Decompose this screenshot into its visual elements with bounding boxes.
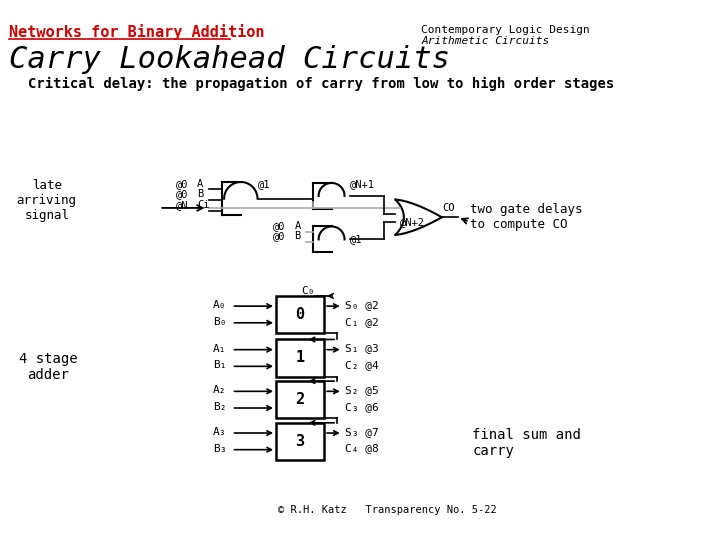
- Text: B: B: [197, 189, 204, 199]
- Text: Ci: Ci: [197, 200, 210, 210]
- Text: A₁: A₁: [213, 343, 227, 354]
- Text: @0: @0: [273, 221, 286, 231]
- Text: 3: 3: [295, 434, 305, 449]
- Text: two gate delays
to compute CO: two gate delays to compute CO: [470, 203, 583, 231]
- Text: @0: @0: [176, 179, 189, 188]
- Text: A₂: A₂: [213, 385, 227, 395]
- Text: @0: @0: [176, 189, 189, 199]
- Text: A₃: A₃: [213, 427, 227, 437]
- Text: Carry Lookahead Circuits: Carry Lookahead Circuits: [9, 45, 450, 74]
- Text: © R.H. Katz   Transparency No. 5-22: © R.H. Katz Transparency No. 5-22: [278, 505, 497, 515]
- Text: B₂: B₂: [213, 402, 227, 412]
- Text: C₂ @4: C₂ @4: [345, 360, 378, 370]
- Text: C₀: C₀: [301, 286, 315, 296]
- Text: S₁ @3: S₁ @3: [345, 343, 378, 354]
- Text: B₁: B₁: [213, 360, 227, 370]
- Text: @1: @1: [258, 180, 270, 190]
- Text: A: A: [197, 179, 204, 188]
- Text: @N+2: @N+2: [400, 218, 425, 227]
- Text: CO: CO: [443, 202, 455, 213]
- Text: @N: @N: [176, 200, 189, 210]
- Text: 4 stage
adder: 4 stage adder: [19, 352, 77, 382]
- Text: S₀ @2: S₀ @2: [345, 300, 378, 310]
- Text: 0: 0: [295, 307, 305, 322]
- Text: 1: 1: [295, 350, 305, 366]
- Text: C₁ @2: C₁ @2: [345, 316, 378, 327]
- Text: Arithmetic Circuits: Arithmetic Circuits: [421, 36, 549, 46]
- Bar: [276, 296, 324, 333]
- Text: @N+1: @N+1: [350, 179, 375, 188]
- Text: final sum and
carry: final sum and carry: [472, 428, 581, 458]
- Text: C₄ @8: C₄ @8: [345, 443, 378, 454]
- Bar: [276, 340, 324, 376]
- Text: late
arriving
signal: late arriving signal: [17, 179, 76, 222]
- Text: 2: 2: [295, 392, 305, 407]
- Text: Networks for Binary Addition: Networks for Binary Addition: [9, 24, 265, 39]
- Text: A₀: A₀: [213, 300, 227, 310]
- Text: S₂ @5: S₂ @5: [345, 385, 378, 395]
- Text: A: A: [294, 221, 301, 231]
- Bar: [276, 381, 324, 418]
- Text: B₀: B₀: [213, 316, 227, 327]
- Text: Contemporary Logic Design: Contemporary Logic Design: [421, 25, 590, 35]
- Text: @0: @0: [273, 232, 286, 241]
- Text: S₃ @7: S₃ @7: [345, 427, 378, 437]
- Bar: [276, 423, 324, 460]
- Text: Critical delay: the propagation of carry from low to high order stages: Critical delay: the propagation of carry…: [28, 77, 614, 91]
- Text: @1: @1: [350, 234, 363, 244]
- Text: B₃: B₃: [213, 443, 227, 454]
- Text: B: B: [294, 232, 301, 241]
- Text: C₃ @6: C₃ @6: [345, 402, 378, 412]
